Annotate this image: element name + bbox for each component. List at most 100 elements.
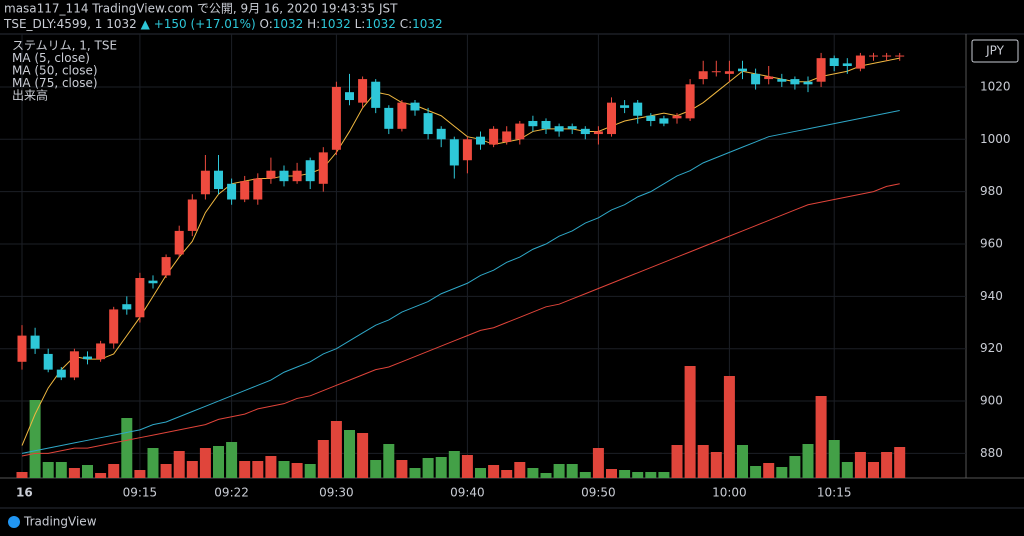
plot-area: 880 900 920 940 960 980 1000 1020 16 09:15 09:22 09… (0, 34, 1011, 500)
legend-item: MA (5, close) (12, 51, 90, 65)
volume-bar (802, 444, 814, 478)
volume-bar (396, 460, 408, 478)
candle-body (214, 170, 223, 190)
volume-bar (278, 461, 290, 478)
candle-body (109, 309, 119, 344)
candle-body (829, 58, 839, 67)
volume-bar (16, 472, 28, 478)
candle-body (554, 126, 564, 132)
legend-item: ステムリム, 1, TSE (12, 39, 117, 53)
volume-bar (828, 440, 840, 478)
candle-body (593, 131, 603, 135)
h-label: H: (307, 17, 320, 31)
candle-body (96, 343, 106, 360)
y-tick-label: 880 (980, 446, 1003, 460)
candle-body (777, 79, 787, 82)
currency: JPY (985, 44, 1005, 58)
legend-item: MA (50, close) (12, 64, 98, 78)
c-label: C: (400, 17, 412, 31)
volume-bar (645, 472, 657, 478)
candle-body (358, 79, 368, 103)
currency-box (971, 39, 1019, 63)
volume-bar (710, 452, 722, 478)
candle-body (161, 257, 171, 276)
y-tick-label: 1000 (980, 132, 1011, 146)
candle-body (135, 278, 145, 318)
y-tick-label: 940 (980, 289, 1003, 303)
h-value: 1032 (320, 17, 351, 31)
legend-item: MA (75, close) (12, 76, 98, 90)
volume-bar (317, 440, 329, 478)
volume-bar (173, 451, 185, 478)
l-label: L: (355, 17, 366, 31)
candle-body (580, 128, 590, 135)
volume-bar (226, 442, 238, 478)
volume-bar (409, 468, 421, 478)
candle-body (882, 55, 892, 57)
candle-body (436, 128, 446, 140)
volume-bar (671, 445, 683, 478)
volume-bar (422, 458, 434, 478)
candle-body (122, 304, 132, 310)
last: 1032 (106, 17, 137, 31)
candle-body (790, 79, 800, 85)
candle-body (711, 71, 721, 73)
candle-body (331, 86, 341, 150)
brand: TradingView (23, 515, 97, 529)
volume-bar (330, 421, 342, 478)
candle-body (30, 335, 40, 349)
x-tick-label: 09:30 (319, 486, 354, 500)
volume-bar (527, 468, 539, 478)
candle-body (567, 126, 577, 129)
volume-bar (501, 470, 513, 478)
candle-body (43, 353, 53, 370)
x-tick-label: 09:22 (214, 486, 249, 500)
candle-body (751, 73, 761, 85)
candle-body (292, 170, 302, 182)
volume-bar (566, 464, 578, 478)
candle-body (240, 181, 250, 200)
candle-body (672, 115, 682, 119)
candle-body (279, 170, 289, 182)
candle-body (515, 123, 525, 140)
candle-body (620, 105, 630, 108)
candle-body (607, 102, 616, 135)
candle-body (764, 76, 774, 80)
candle-body (816, 58, 826, 82)
candle-body (200, 170, 210, 195)
candle-body (528, 120, 538, 127)
volume-bar (265, 456, 277, 478)
volume-bar (776, 467, 788, 478)
candle-body (724, 71, 734, 74)
candle-body (895, 55, 905, 57)
ma-line (21, 110, 900, 454)
header-row: TSE_DLY:4599, 1 1032 ▲ +150 (+17.01%) O:… (3, 17, 443, 31)
candle-body (371, 81, 381, 108)
volume-bar (815, 396, 827, 478)
volume-bar (160, 464, 172, 478)
candle-body (56, 369, 66, 378)
candle-body (227, 183, 237, 200)
symbol: TSE_DLY:4599, 1 (3, 17, 102, 31)
volume-bar (553, 464, 565, 478)
candle-body (397, 102, 407, 129)
x-tick-label: 10:15 (817, 486, 852, 500)
volume-bar (579, 472, 591, 478)
candle-body (69, 351, 79, 378)
volume-bar (750, 466, 762, 478)
candle-body (410, 102, 420, 111)
volume-bar (147, 448, 159, 478)
volume-bar (68, 468, 80, 478)
volume-bar (606, 469, 617, 478)
candle-body (502, 131, 512, 142)
volume-bar (723, 376, 735, 478)
l-value: 1032 (365, 17, 396, 31)
legend-item: 出来高 (12, 88, 48, 103)
volume-bar (632, 472, 644, 478)
candle-body (855, 55, 865, 69)
candle-body (476, 136, 485, 145)
candle-body (266, 170, 276, 179)
publisher: masa117_114 TradingView.com で公開, 9月 16, … (4, 2, 398, 16)
